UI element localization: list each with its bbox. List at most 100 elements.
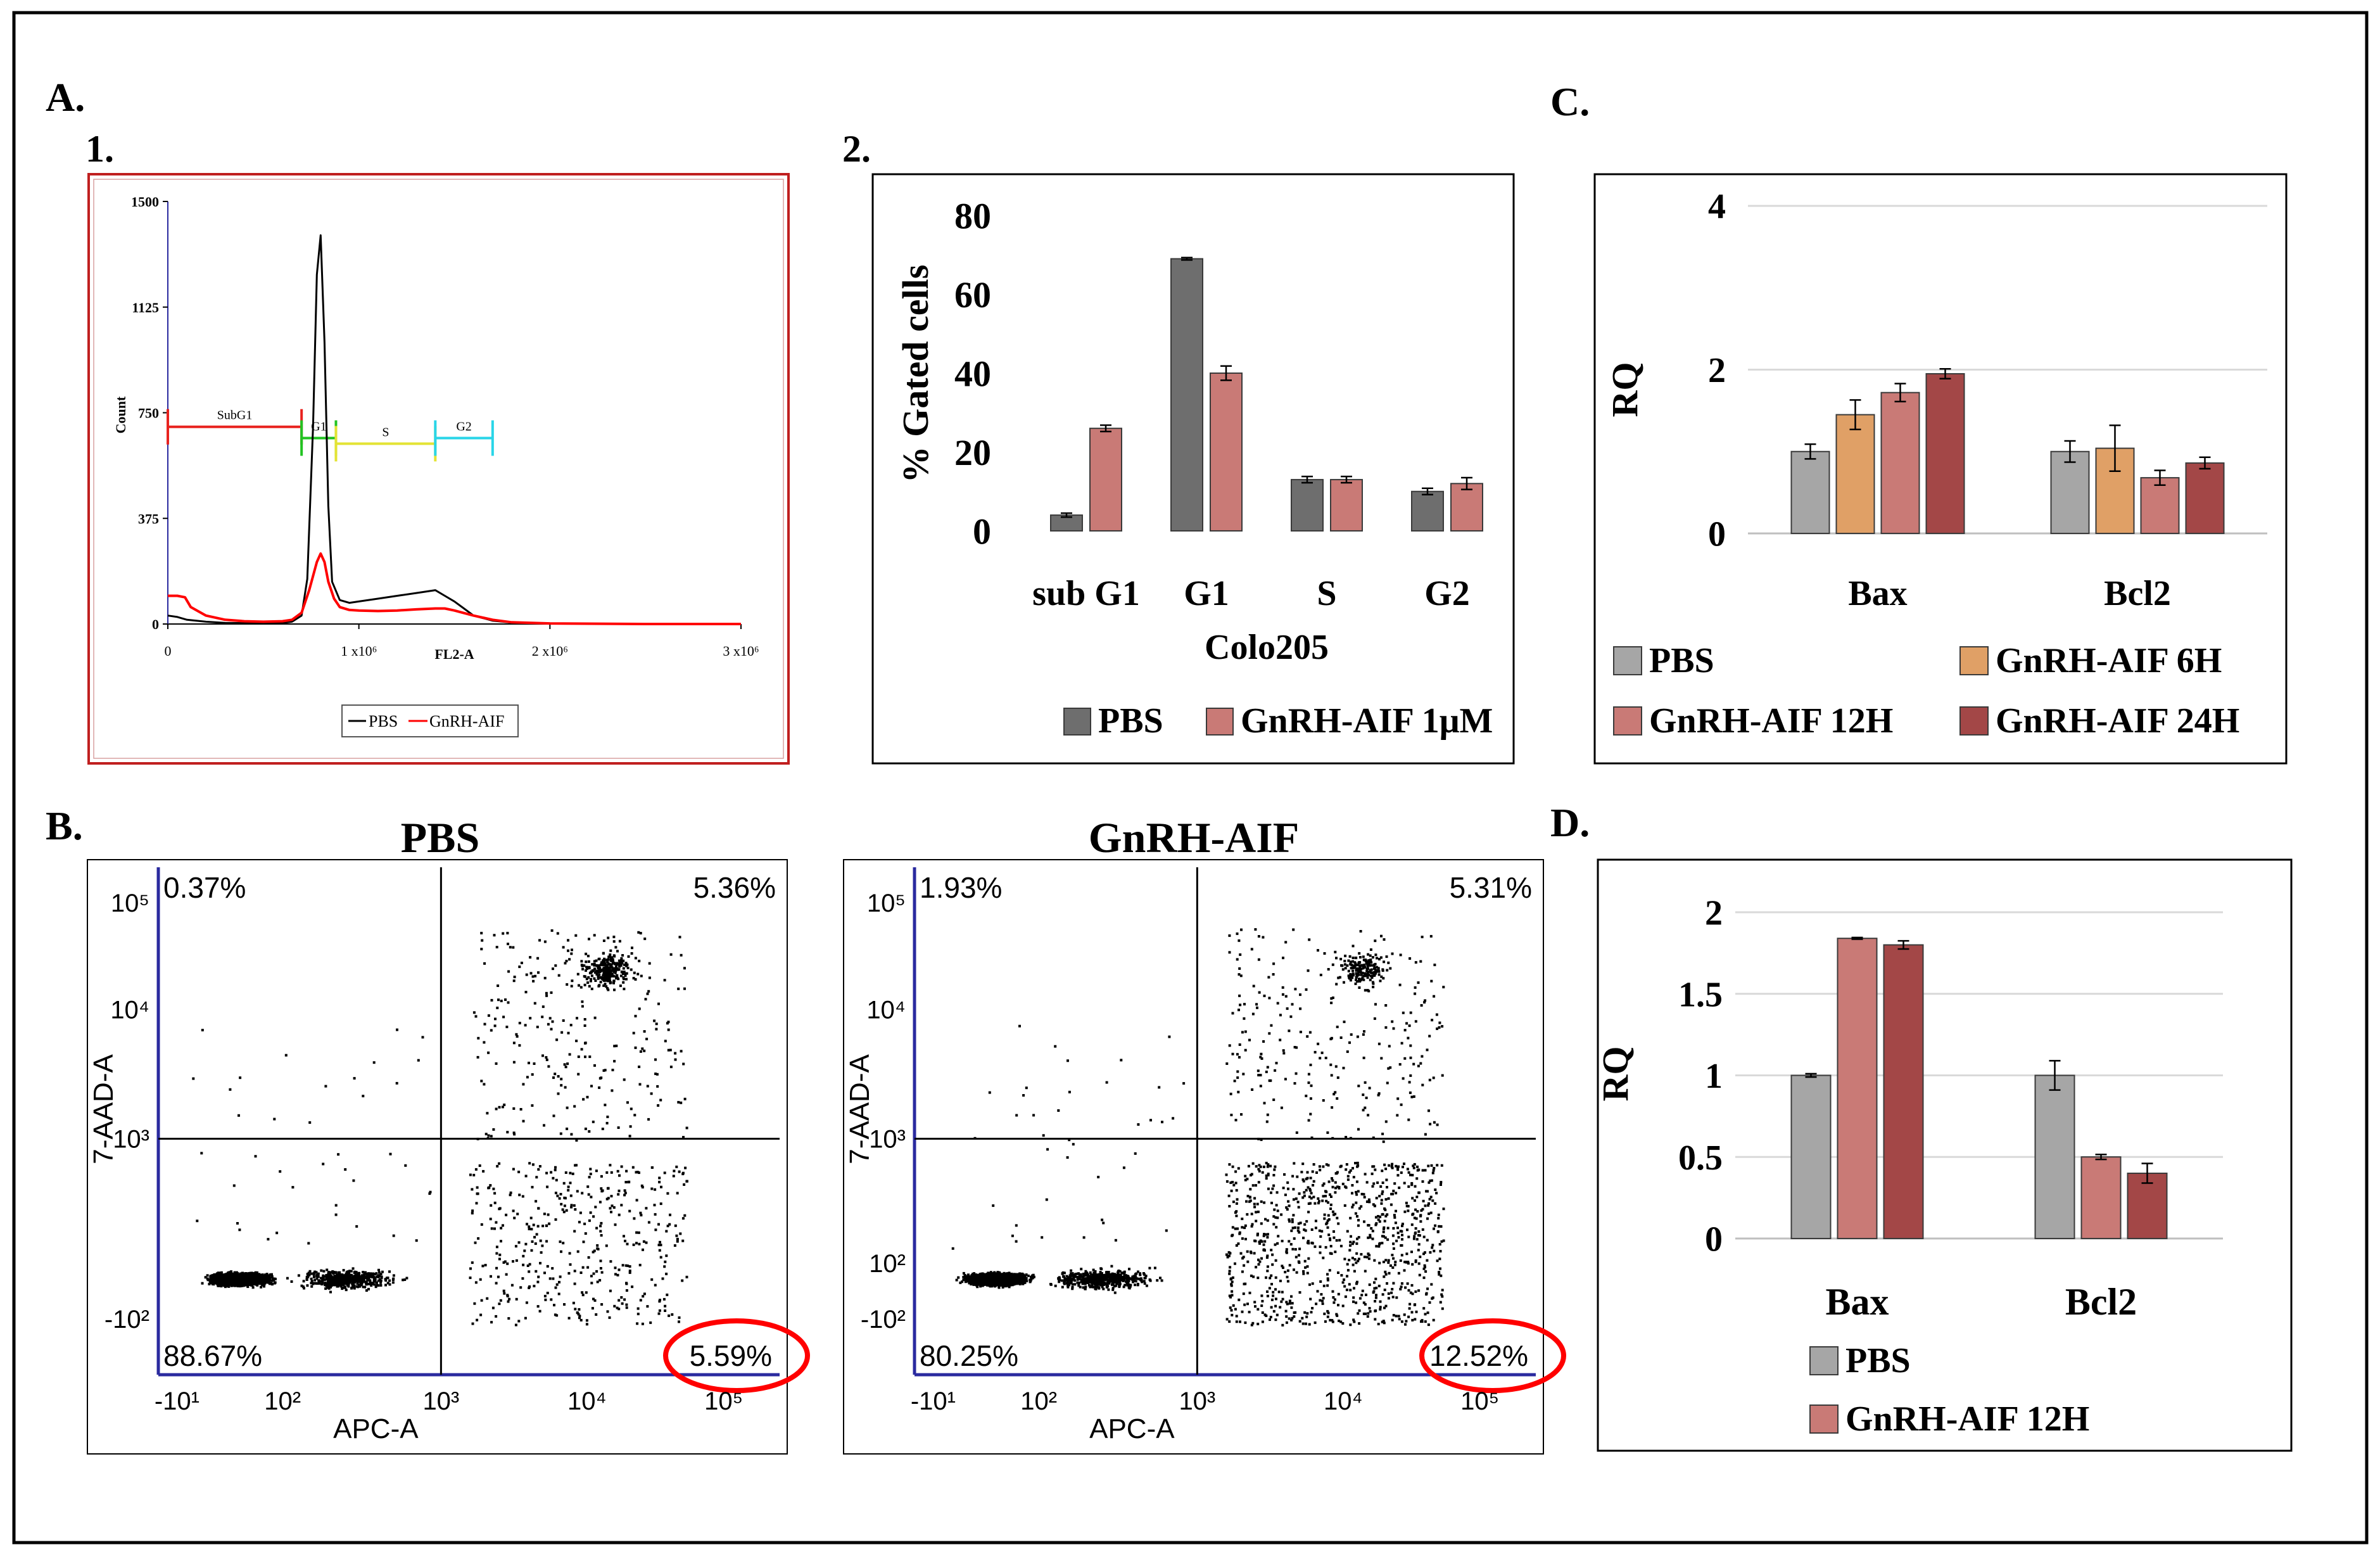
histogram-y-axis-label: Count <box>113 396 129 433</box>
rq-time-course-panel: 0 2 4 Bax Bcl2 RQ PBS GnRH-AIF 6H GnRH-AIF 12H Gn… <box>1593 173 2288 765</box>
bar <box>1210 373 1243 532</box>
bar <box>1291 479 1324 532</box>
highlight-circle <box>663 1318 810 1393</box>
bar <box>1835 414 1875 535</box>
x-category-label: sub G1 <box>1032 574 1140 613</box>
flow-dot-cloud <box>192 929 688 1327</box>
legend-swatch <box>1206 708 1234 736</box>
flow-x-tick-label: 10⁴ <box>567 1387 607 1415</box>
flow-y-tick-label: 10⁴ <box>866 996 906 1024</box>
rq-12h-chart: 0 0.5 1 1.5 2 Bax Bcl2 RQ PBS GnRH-AIF 12H <box>1595 894 2223 1439</box>
quadrant-upper-left: 1.93% <box>920 871 1002 904</box>
label-bg <box>918 870 1019 905</box>
figure-border <box>12 11 2369 1544</box>
y-axis-label: RQ <box>1595 1047 1636 1102</box>
histogram-frame <box>87 173 790 765</box>
panel-label-b: B. <box>46 803 83 848</box>
flow-y-tick-label: 10⁵ <box>111 889 149 917</box>
legend-label: PBS <box>1845 1341 1911 1380</box>
histogram-inner-frame <box>93 179 784 759</box>
gate-label: G1 <box>311 420 326 434</box>
cell-cycle-frame <box>871 173 1515 765</box>
bar <box>1170 258 1203 532</box>
bar <box>2034 1074 2075 1239</box>
histogram-y-tick-label: 1500 <box>131 194 159 210</box>
cell-cycle-bar-chart: 0 20 40 60 80 sub G1 G1 S G2 % Gated cells Colo205… <box>895 195 1493 741</box>
y-tick-label: 0 <box>1705 1220 1723 1259</box>
gate-label: SubG1 <box>217 409 253 423</box>
label-bg <box>161 1335 282 1371</box>
legend-label: GnRH-AIF 1μM <box>1241 701 1493 741</box>
x-category-label: Bcl2 <box>2104 574 2171 613</box>
legend-label: GnRH-AIF 12H <box>1649 701 1893 741</box>
quadrant-lower-left: 88.67% <box>163 1339 262 1372</box>
label-bg <box>918 1335 1038 1371</box>
legend-swatch <box>1809 1404 1839 1434</box>
panel-label-a1: 1. <box>85 128 114 170</box>
bar <box>1089 428 1122 532</box>
flow-y-tick-label: 10² <box>869 1250 906 1278</box>
x-category-label: G1 <box>1184 574 1229 613</box>
bar <box>2140 477 2180 534</box>
rq-time-course-frame <box>1593 173 2288 765</box>
legend-swatch <box>1613 706 1642 736</box>
flow-x-tick-label: -10¹ <box>155 1387 199 1415</box>
flow-x-tick-label: 10² <box>1020 1387 1057 1415</box>
histogram-y-tick-label: 1125 <box>132 300 159 315</box>
histogram-x-tick-label: 0 <box>165 643 172 659</box>
legend-swatch <box>1613 646 1642 675</box>
histogram-x-tick-label: 1 x10⁶ <box>341 643 377 659</box>
y-tick-label: 40 <box>954 353 991 394</box>
flow-x-tick-label: 10³ <box>422 1387 459 1415</box>
bar <box>1790 1074 1832 1239</box>
panel-label-d: D. <box>1550 800 1590 845</box>
flow-x-tick-label: 10⁴ <box>1324 1387 1363 1415</box>
y-tick-label: 0 <box>973 511 991 552</box>
y-tick-label: 4 <box>1708 188 1726 227</box>
gate-label: S <box>382 425 389 439</box>
legend-swatch <box>1809 1346 1839 1375</box>
legend-label: GnRH-AIF 24H <box>1996 701 2239 741</box>
flow-x-tick-label: 10³ <box>1179 1387 1215 1415</box>
y-tick-label: 1.5 <box>1678 975 1723 1014</box>
flow-x-tick-label: 10⁵ <box>704 1387 743 1415</box>
quadrant-upper-right: 5.36% <box>693 871 776 904</box>
flow-x-axis-label: APC-A <box>1089 1413 1175 1444</box>
y-tick-label: 80 <box>954 195 991 236</box>
histogram-y-tick-label: 0 <box>152 616 159 632</box>
y-tick-label: 0.5 <box>1678 1138 1723 1178</box>
bar <box>2185 462 2225 534</box>
histogram-y-tick-label: 750 <box>138 405 159 421</box>
legend-swatch <box>1959 646 1989 675</box>
bar <box>1450 483 1483 532</box>
flow-y-tick-label: 10³ <box>869 1126 906 1154</box>
histogram-x-axis-label: FL2-A <box>434 646 474 662</box>
rq-12h-frame <box>1597 858 2293 1452</box>
flow-x-axis-label: APC-A <box>333 1413 419 1444</box>
x-category-label: G2 <box>1424 574 1470 613</box>
histogram-x-tick-label: 2 x10⁶ <box>532 643 568 659</box>
histogram-y-tick-label: 375 <box>138 511 159 526</box>
label-bg <box>161 870 263 905</box>
x-category-label: Bax <box>1848 574 1907 613</box>
histogram-gates: SubG1 G1 S G2 <box>167 409 494 462</box>
legend-label: PBS <box>1098 701 1163 741</box>
panel-label-a: A. <box>46 75 85 120</box>
legend-label-pbs: PBS <box>369 712 398 730</box>
quadrant-upper-right: 5.31% <box>1450 871 1532 904</box>
y-tick-label: 0 <box>1708 515 1726 554</box>
x-category-label: Bcl2 <box>2065 1281 2137 1323</box>
flow-y-axis-label: 7-AAD-A <box>844 1054 875 1164</box>
flow-y-tick-label: -10² <box>104 1306 149 1334</box>
panel-label-c: C. <box>1550 79 1590 124</box>
flow-plot-gnrh: 1.93% 5.31% 80.25% 12.52% -10¹ 10² 10³ 10⁴ 10⁵ -1… <box>843 859 1566 1455</box>
flow-title-gnrh: GnRH-AIF <box>1089 813 1299 862</box>
quadrant-lower-right: 5.59% <box>690 1339 772 1372</box>
flow-dot-cloud <box>951 928 1445 1327</box>
rq-12h-panel: 0 0.5 1 1.5 2 Bax Bcl2 RQ PBS GnRH-AIF 12H <box>1595 858 2293 1452</box>
histogram-legend: PBS GnRH-AIF <box>341 704 519 737</box>
x-category-label: S <box>1317 574 1336 613</box>
y-tick-label: 1 <box>1705 1057 1723 1096</box>
flow-x-tick-label: 10² <box>264 1387 301 1415</box>
